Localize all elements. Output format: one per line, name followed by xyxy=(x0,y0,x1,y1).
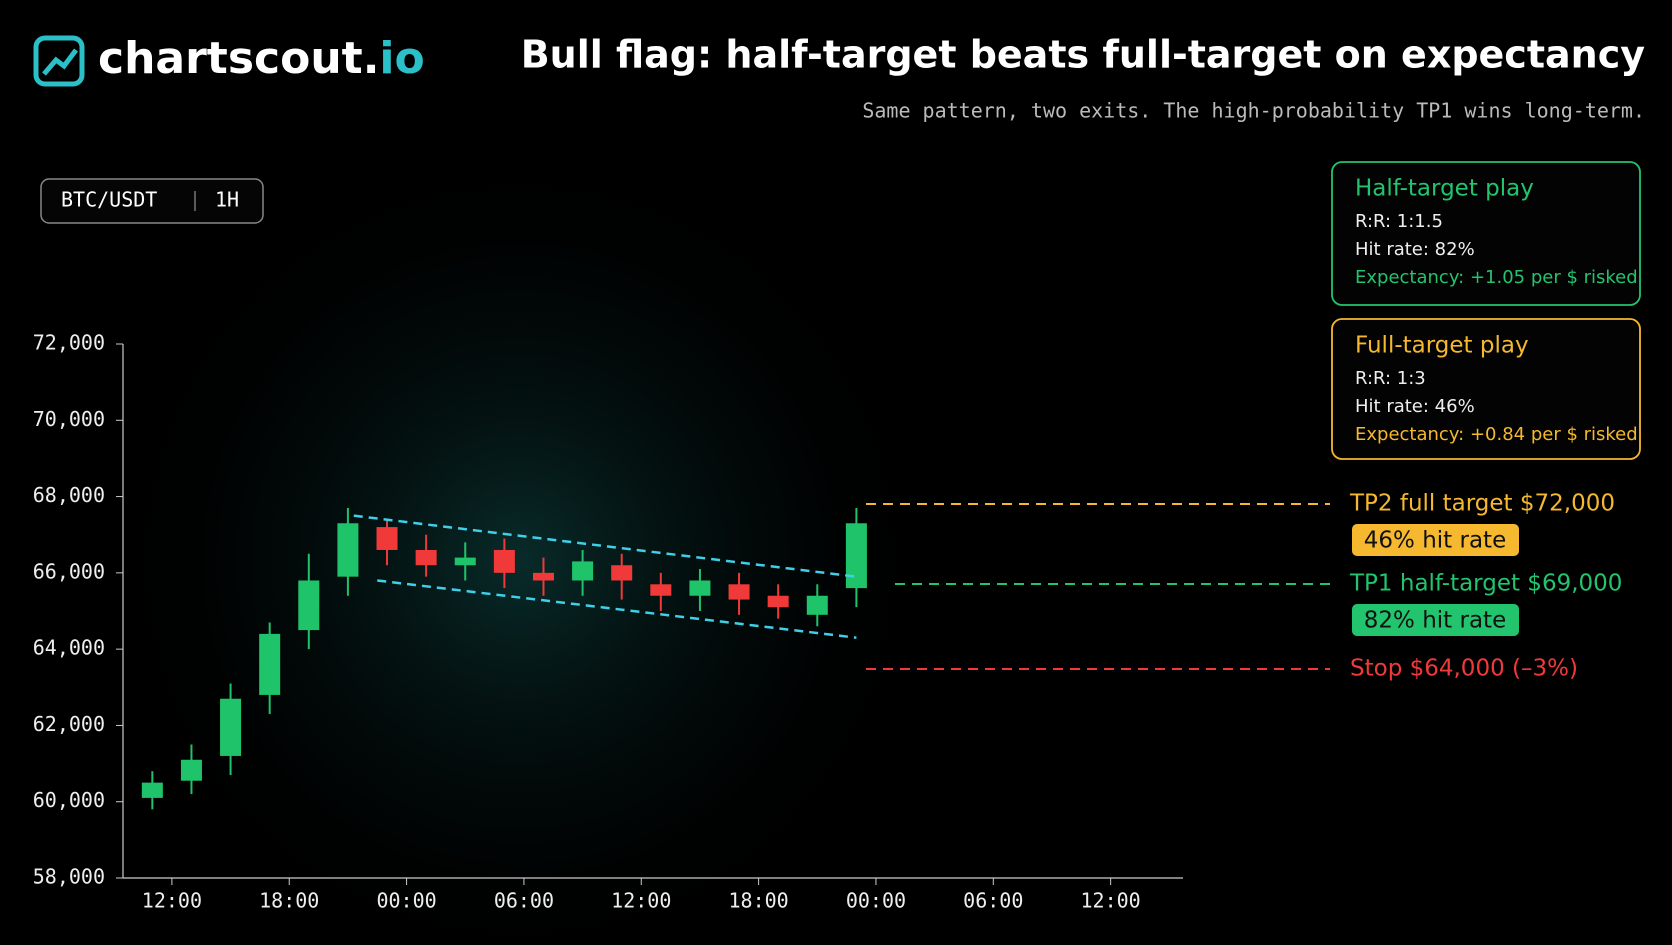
candle-body xyxy=(454,557,476,566)
flag-channel xyxy=(353,514,857,578)
brand: chartscout.io xyxy=(98,33,425,84)
candle-body xyxy=(220,698,242,756)
candle-body xyxy=(728,584,750,600)
brand-tld: io xyxy=(379,33,424,84)
logo-icon xyxy=(33,35,85,87)
card-line: R:R: 1:3 xyxy=(1355,368,1426,389)
card xyxy=(1331,318,1641,460)
candle-body xyxy=(415,549,437,566)
card-line: Hit rate: 82% xyxy=(1355,239,1475,260)
candle-body xyxy=(689,580,711,596)
title: Bull flag: half-target beats full-target… xyxy=(521,33,1646,77)
candle-body xyxy=(532,572,554,581)
x-tick-label: 00:00 xyxy=(846,889,906,913)
candle-body xyxy=(650,584,672,596)
cards: Half-target play R:R: 1:1.5 Hit rate: 82% E… xyxy=(1331,161,1641,460)
candle-body xyxy=(376,527,398,550)
pair-symbol: BTC/USDT xyxy=(61,188,157,212)
candle-body xyxy=(572,561,594,581)
pair-badge xyxy=(40,178,264,224)
x-tick-label: 12:00 xyxy=(1081,889,1141,913)
x-tick-label: 12:00 xyxy=(611,889,671,913)
candle-body xyxy=(259,633,281,695)
card-title: Full-target play xyxy=(1355,333,1529,359)
candle-body xyxy=(180,759,202,781)
card-line: R:R: 1:1.5 xyxy=(1355,211,1443,232)
level-label: TP1 half-target $69,000 xyxy=(1349,571,1622,597)
x-tick-label: 06:00 xyxy=(963,889,1023,913)
candle-body xyxy=(845,523,867,589)
card-expectancy: Expectancy: +0.84 per $ risked xyxy=(1355,424,1638,445)
logo-icon-line xyxy=(42,48,78,76)
candle-body xyxy=(806,595,828,615)
card xyxy=(1331,161,1641,306)
x-tick-label: 06:00 xyxy=(494,889,554,913)
level-label: TP2 full target $72,000 xyxy=(1349,491,1615,517)
level-badge-text: 82% hit rate xyxy=(1364,608,1506,634)
level-badge-text: 46% hit rate xyxy=(1364,528,1506,554)
flag-channel xyxy=(377,579,857,639)
candle-body xyxy=(298,580,320,631)
y-tick-label: 60,000 xyxy=(33,788,105,812)
brand-name: chartscout. xyxy=(98,33,379,84)
card-line: Hit rate: 46% xyxy=(1355,396,1475,417)
subtitle: Same pattern, two exits. The high-probab… xyxy=(862,99,1645,123)
x-tick-label: 18:00 xyxy=(259,889,319,913)
x-tick-label: 18:00 xyxy=(728,889,788,913)
level-badge xyxy=(1352,524,1519,556)
y-tick-label: 72,000 xyxy=(33,331,105,355)
candle-body xyxy=(337,523,359,577)
y-tick-label: 70,000 xyxy=(33,407,105,431)
y-tick-label: 68,000 xyxy=(33,483,105,507)
candle-body xyxy=(767,595,789,608)
y-tick-label: 58,000 xyxy=(33,865,105,889)
candle-body xyxy=(141,782,163,798)
card-expectancy: Expectancy: +1.05 per $ risked xyxy=(1355,267,1638,288)
logo: chartscout.io xyxy=(33,33,425,87)
plot: 58,000 60,000 62,000 64,000 66,000 68,000 70,0… xyxy=(33,331,1183,913)
level-badge xyxy=(1352,604,1519,636)
candle-body xyxy=(493,549,515,573)
y-tick-label: 64,000 xyxy=(33,636,105,660)
pair-timeframe: 1H xyxy=(215,188,239,212)
y-tick-label: 62,000 xyxy=(33,712,105,736)
candle-body xyxy=(611,565,633,581)
card-title: Half-target play xyxy=(1355,176,1534,202)
x-tick-label: 12:00 xyxy=(142,889,202,913)
y-tick-label: 66,000 xyxy=(33,559,105,583)
levels: TP2 full target $72,000 46% hit rate TP1 h… xyxy=(866,491,1622,682)
level-label: Stop $64,000 (–3%) xyxy=(1350,656,1578,682)
x-tick-label: 00:00 xyxy=(376,889,436,913)
